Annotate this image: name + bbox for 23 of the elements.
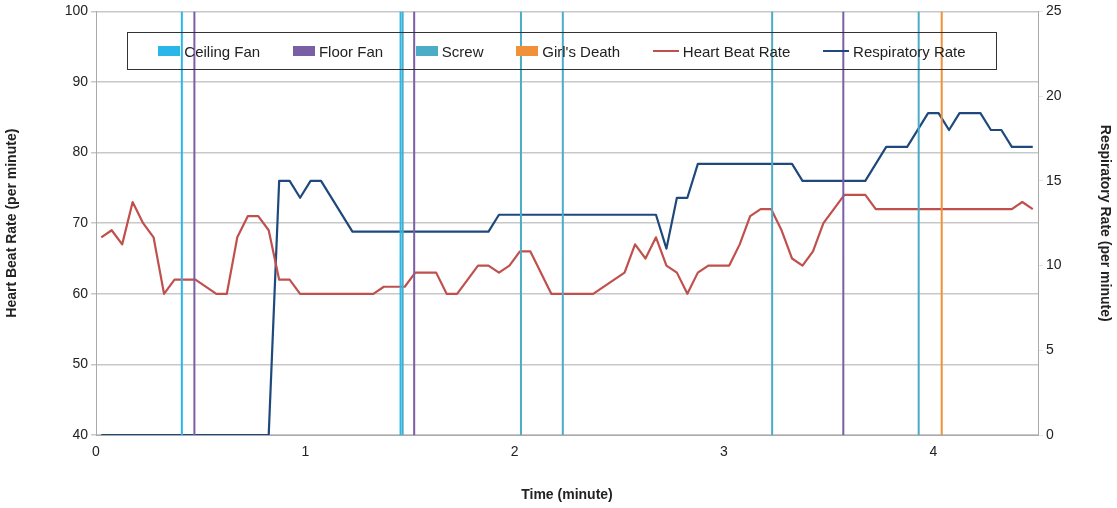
y2-tick-label: 25 (1046, 2, 1062, 19)
y-tick-label: 100 (64, 2, 89, 19)
y-tick-label: 70 (72, 214, 89, 231)
y2-tick-label: 0 (1046, 425, 1054, 442)
x-tick-label: 0 (92, 443, 101, 460)
y2-tick-label: 20 (1046, 86, 1062, 103)
x-tick-label: 3 (720, 443, 729, 460)
y2-axis-title: Respiratory Rate (per minute) (1097, 124, 1114, 322)
x-tick-label: 2 (510, 443, 519, 460)
legend-label: Screw (441, 42, 484, 60)
legend-label: Floor Fan (318, 42, 384, 60)
y2-tick-label: 15 (1046, 171, 1062, 188)
y-tick-label: 40 (72, 425, 89, 442)
y-tick-label: 80 (72, 143, 89, 160)
y-axis-title: Heart Beat Rate (per minute) (3, 128, 20, 318)
y2-tick-label: 10 (1046, 256, 1062, 273)
y-tick-label: 60 (72, 284, 89, 301)
x-tick-label: 1 (301, 443, 310, 460)
y-tick-label: 90 (72, 72, 89, 89)
x-axis-title: Time (minute) (521, 486, 613, 503)
x-tick-label: 4 (929, 443, 938, 460)
y2-tick-label: 5 (1046, 341, 1054, 358)
y-tick-label: 50 (72, 355, 89, 372)
